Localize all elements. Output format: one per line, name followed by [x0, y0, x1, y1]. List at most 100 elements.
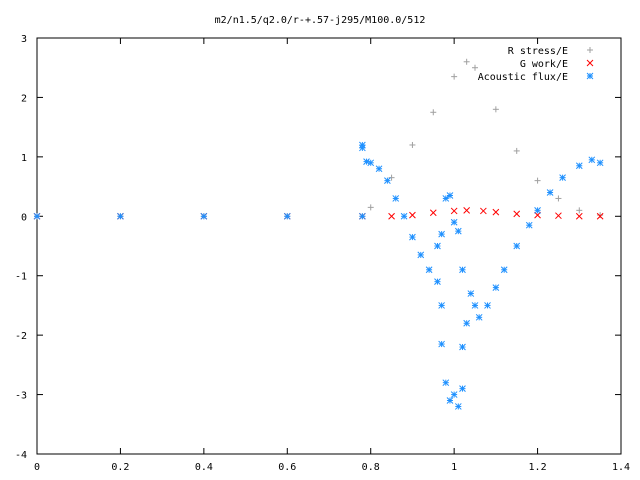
data-point — [463, 319, 471, 327]
y-tick-label: 2 — [21, 93, 27, 104]
data-point — [409, 141, 416, 148]
axis-ticks: 0 0.2 0.4 0.6 0.8 1 1.2 1.4 3 2 1 0 -1 -2 -3 -4 — [15, 34, 630, 473]
data-point — [384, 177, 391, 184]
data-point — [438, 302, 445, 309]
data-point — [513, 147, 520, 154]
data-point — [484, 302, 491, 309]
legend-marker — [586, 59, 594, 67]
data-point — [359, 141, 366, 149]
data-point — [451, 73, 458, 80]
x-tick-label: 0.8 — [362, 462, 380, 473]
x-tick-label: 1.2 — [529, 462, 547, 473]
data-point — [454, 403, 462, 410]
y-tick-label: -4 — [15, 450, 27, 461]
data-point — [575, 212, 583, 220]
legend: R stress/E G work/E Acoustic flux/E — [478, 46, 594, 83]
legend-marker — [587, 47, 593, 53]
data-point — [471, 302, 479, 309]
data-point — [513, 210, 521, 218]
data-point — [492, 284, 500, 291]
data-point — [492, 208, 500, 216]
data-point — [467, 290, 475, 297]
data-point — [559, 174, 566, 182]
x-tick-label: 1 — [451, 462, 457, 473]
data-point — [434, 242, 441, 250]
legend-label: R stress/E — [508, 46, 568, 57]
data-point — [513, 242, 521, 250]
data-point — [375, 165, 383, 173]
series-layer — [33, 58, 604, 410]
data-point — [200, 212, 208, 220]
data-point — [454, 227, 462, 235]
y-tick-label: -3 — [15, 391, 27, 402]
data-point — [555, 212, 562, 220]
data-point — [363, 158, 370, 165]
data-point — [596, 212, 604, 220]
data-point — [388, 212, 395, 220]
legend-label: Acoustic flux/E — [478, 72, 568, 83]
y-tick-label: -1 — [15, 272, 27, 283]
plot-frame — [36, 37, 622, 455]
data-point — [576, 207, 583, 214]
data-point — [367, 204, 374, 211]
data-point — [534, 206, 541, 214]
data-point — [459, 266, 466, 274]
data-point — [450, 391, 458, 398]
data-point — [359, 212, 366, 220]
data-point — [409, 233, 416, 241]
data-point — [534, 177, 541, 184]
data-point — [429, 209, 437, 217]
data-point — [430, 109, 437, 116]
data-point — [409, 211, 416, 219]
x-tick-label: 0.6 — [278, 462, 296, 473]
data-point — [555, 195, 562, 202]
x-tick-label: 0.2 — [111, 462, 129, 473]
data-point — [438, 340, 445, 348]
y-tick-label: 3 — [21, 34, 27, 45]
data-point — [463, 58, 470, 65]
data-point — [546, 189, 554, 196]
data-point — [388, 174, 395, 181]
data-point — [596, 159, 604, 167]
data-point — [459, 385, 466, 392]
data-point — [425, 266, 433, 274]
data-point — [117, 212, 124, 220]
data-point — [475, 313, 483, 321]
data-point — [450, 218, 458, 226]
data-point — [463, 206, 471, 214]
data-point — [400, 212, 408, 220]
data-point — [597, 212, 604, 219]
y-tick-label: 1 — [21, 153, 27, 164]
data-point — [438, 230, 445, 238]
data-point — [525, 221, 533, 229]
data-point — [450, 207, 458, 215]
data-point — [392, 195, 400, 202]
legend-marker — [586, 72, 594, 80]
x-tick-label: 0 — [34, 462, 40, 473]
y-tick-label: 0 — [21, 212, 27, 223]
data-point — [588, 156, 596, 164]
data-point — [283, 212, 291, 220]
data-point — [417, 251, 425, 259]
data-point — [534, 211, 541, 219]
chart-title: m2/n1.5/q2.0/r-+.57-j295/M100.0/512 — [215, 15, 426, 26]
data-point — [33, 212, 41, 220]
x-tick-label: 0.4 — [195, 462, 213, 473]
legend-label: G work/E — [520, 59, 568, 70]
data-point — [472, 64, 478, 71]
data-point — [442, 379, 450, 387]
data-point — [442, 195, 450, 202]
data-point — [446, 397, 454, 404]
data-point — [434, 278, 441, 286]
data-point — [575, 162, 583, 170]
data-point — [459, 343, 466, 351]
data-point — [492, 106, 499, 113]
data-point — [367, 159, 375, 167]
series-3 — [33, 141, 604, 410]
y-tick-label: -2 — [15, 331, 27, 342]
data-point — [500, 266, 508, 274]
x-tick-label: 1.4 — [612, 462, 630, 473]
data-point — [446, 192, 454, 199]
data-point — [479, 207, 487, 215]
